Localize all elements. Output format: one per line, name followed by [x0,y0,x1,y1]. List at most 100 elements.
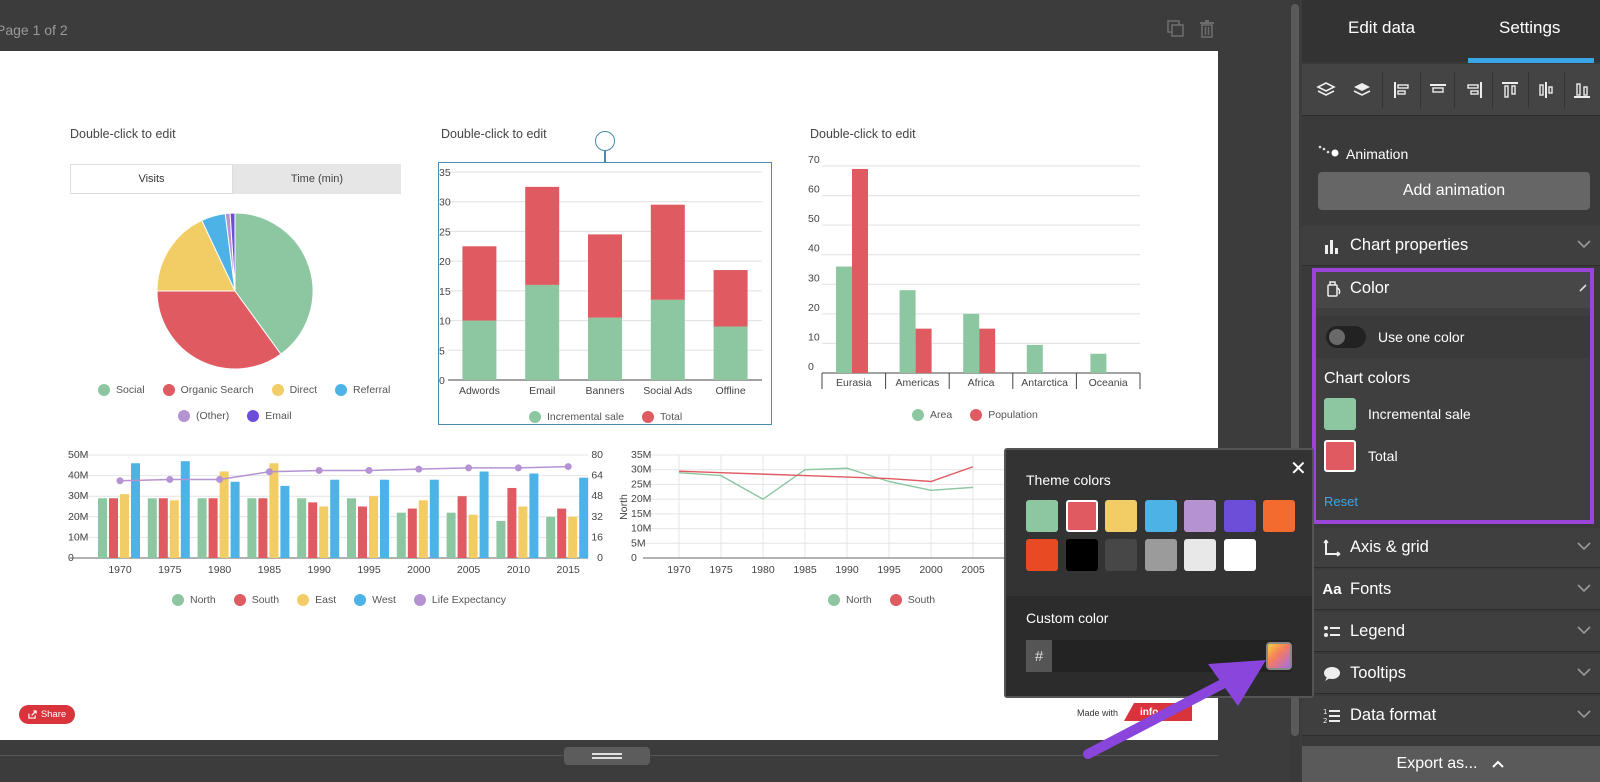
line-point[interactable] [465,464,473,472]
legend-item[interactable]: Area [912,409,952,421]
line-point[interactable] [216,475,224,483]
legend-item[interactable]: South [889,594,935,606]
bar[interactable] [468,514,478,558]
bar[interactable] [462,246,497,321]
line-point[interactable] [564,463,572,471]
continents-bar-chart[interactable]: 0 10 20 30 40 50 60 70 Eurasia Americas Africa Anta… [800,151,1145,401]
bar[interactable] [979,328,996,373]
bar[interactable] [407,508,417,558]
align-top-icon[interactable] [1496,76,1524,104]
line-point[interactable] [365,466,373,474]
bar[interactable] [713,326,748,380]
bar[interactable] [457,496,467,558]
theme-color-swatch[interactable] [1223,500,1256,532]
legend-item[interactable]: Organic Search [162,384,254,396]
bar[interactable] [180,461,190,558]
theme-color-swatch[interactable] [1184,539,1216,571]
bar[interactable] [568,516,578,558]
bar[interactable] [429,479,439,558]
tab-edit-data[interactable]: Edit data [1348,18,1416,37]
selection-frame[interactable] [438,162,772,425]
send-backward-icon[interactable] [1348,76,1376,104]
use-one-color-toggle[interactable] [1326,326,1366,348]
close-icon[interactable]: ✕ [1290,458,1307,480]
bar[interactable] [529,473,539,558]
bar[interactable] [525,284,560,380]
color-picker-gradient-icon[interactable] [1266,642,1292,670]
bar[interactable] [713,270,748,327]
align-middle-icon[interactable] [1532,76,1560,104]
bar[interactable] [330,479,340,558]
legend-item[interactable]: North [172,594,216,606]
bar[interactable] [418,500,428,558]
legend-item[interactable]: North [828,594,872,606]
bar[interactable] [915,328,932,373]
line-point[interactable] [514,464,522,472]
bar[interactable] [525,186,560,285]
legend-item[interactable]: Life Expectancy [413,594,506,606]
bar[interactable] [462,320,497,380]
bar[interactable] [358,506,367,559]
theme-color-swatch[interactable] [1026,500,1058,532]
bar[interactable] [258,498,268,558]
bring-forward-icon[interactable] [1312,76,1340,104]
line-point[interactable] [315,466,323,474]
section-fonts[interactable]: Aa Fonts [1302,570,1600,610]
bar[interactable] [197,498,207,558]
section-legend[interactable]: Legend [1302,612,1600,652]
resize-handle[interactable] [564,747,650,765]
series-color-swatch[interactable] [1324,398,1356,430]
duplicate-icon[interactable] [1166,19,1186,39]
pie-slice[interactable] [156,290,282,370]
bar[interactable] [219,471,229,558]
theme-color-swatch[interactable] [1105,500,1137,532]
bar[interactable] [1090,353,1107,373]
add-animation-button[interactable]: Add animation [1318,172,1590,210]
align-center-icon[interactable] [1424,76,1452,104]
bar[interactable] [369,496,378,558]
section-tooltips[interactable]: Tooltips [1302,654,1600,694]
legend-item[interactable]: South [233,594,279,606]
bar[interactable] [230,481,240,558]
bar[interactable] [588,234,622,318]
series-color-row-2[interactable]: Total [1324,440,1398,472]
theme-color-swatch[interactable] [1105,539,1137,571]
bar[interactable] [899,290,916,373]
bar[interactable] [109,498,118,558]
align-left-icon[interactable] [1388,76,1416,104]
bar[interactable] [308,502,318,558]
theme-color-swatch[interactable] [1144,500,1177,532]
legend-item[interactable]: Email [247,410,292,422]
theme-color-swatch[interactable] [1184,500,1216,532]
series-line[interactable] [678,466,974,483]
tab-settings[interactable]: Settings [1499,18,1561,37]
theme-color-swatch[interactable] [1065,539,1098,571]
chart-title-continents[interactable]: Double-click to edit [810,127,916,141]
bar[interactable] [1026,344,1043,373]
legend-item[interactable]: Social [98,384,145,396]
line-point[interactable] [265,468,273,476]
legend-item[interactable]: Referral [334,384,390,396]
rotate-handle[interactable] [595,131,615,151]
bar[interactable] [98,498,107,558]
bar[interactable] [496,520,506,558]
bar[interactable] [380,479,389,558]
bar[interactable] [269,463,279,558]
bar[interactable] [247,498,257,558]
life-expectancy-line[interactable] [119,465,569,482]
legend-item[interactable]: Total [642,411,682,423]
theme-color-swatch[interactable] [1144,539,1177,571]
align-bottom-icon[interactable] [1568,76,1596,104]
bar[interactable] [852,168,868,373]
theme-color-swatch[interactable] [1026,539,1058,571]
pie-chart[interactable] [150,206,320,376]
pie-slice[interactable] [156,219,236,292]
legend-item[interactable]: Direct [271,384,317,396]
pie-tab-time[interactable]: Time (min) [233,164,401,194]
pie-tab-visits[interactable]: Visits [70,164,233,194]
bar[interactable] [131,463,140,558]
bar[interactable] [147,498,157,558]
legend-item[interactable]: Incremental sale [529,411,624,423]
